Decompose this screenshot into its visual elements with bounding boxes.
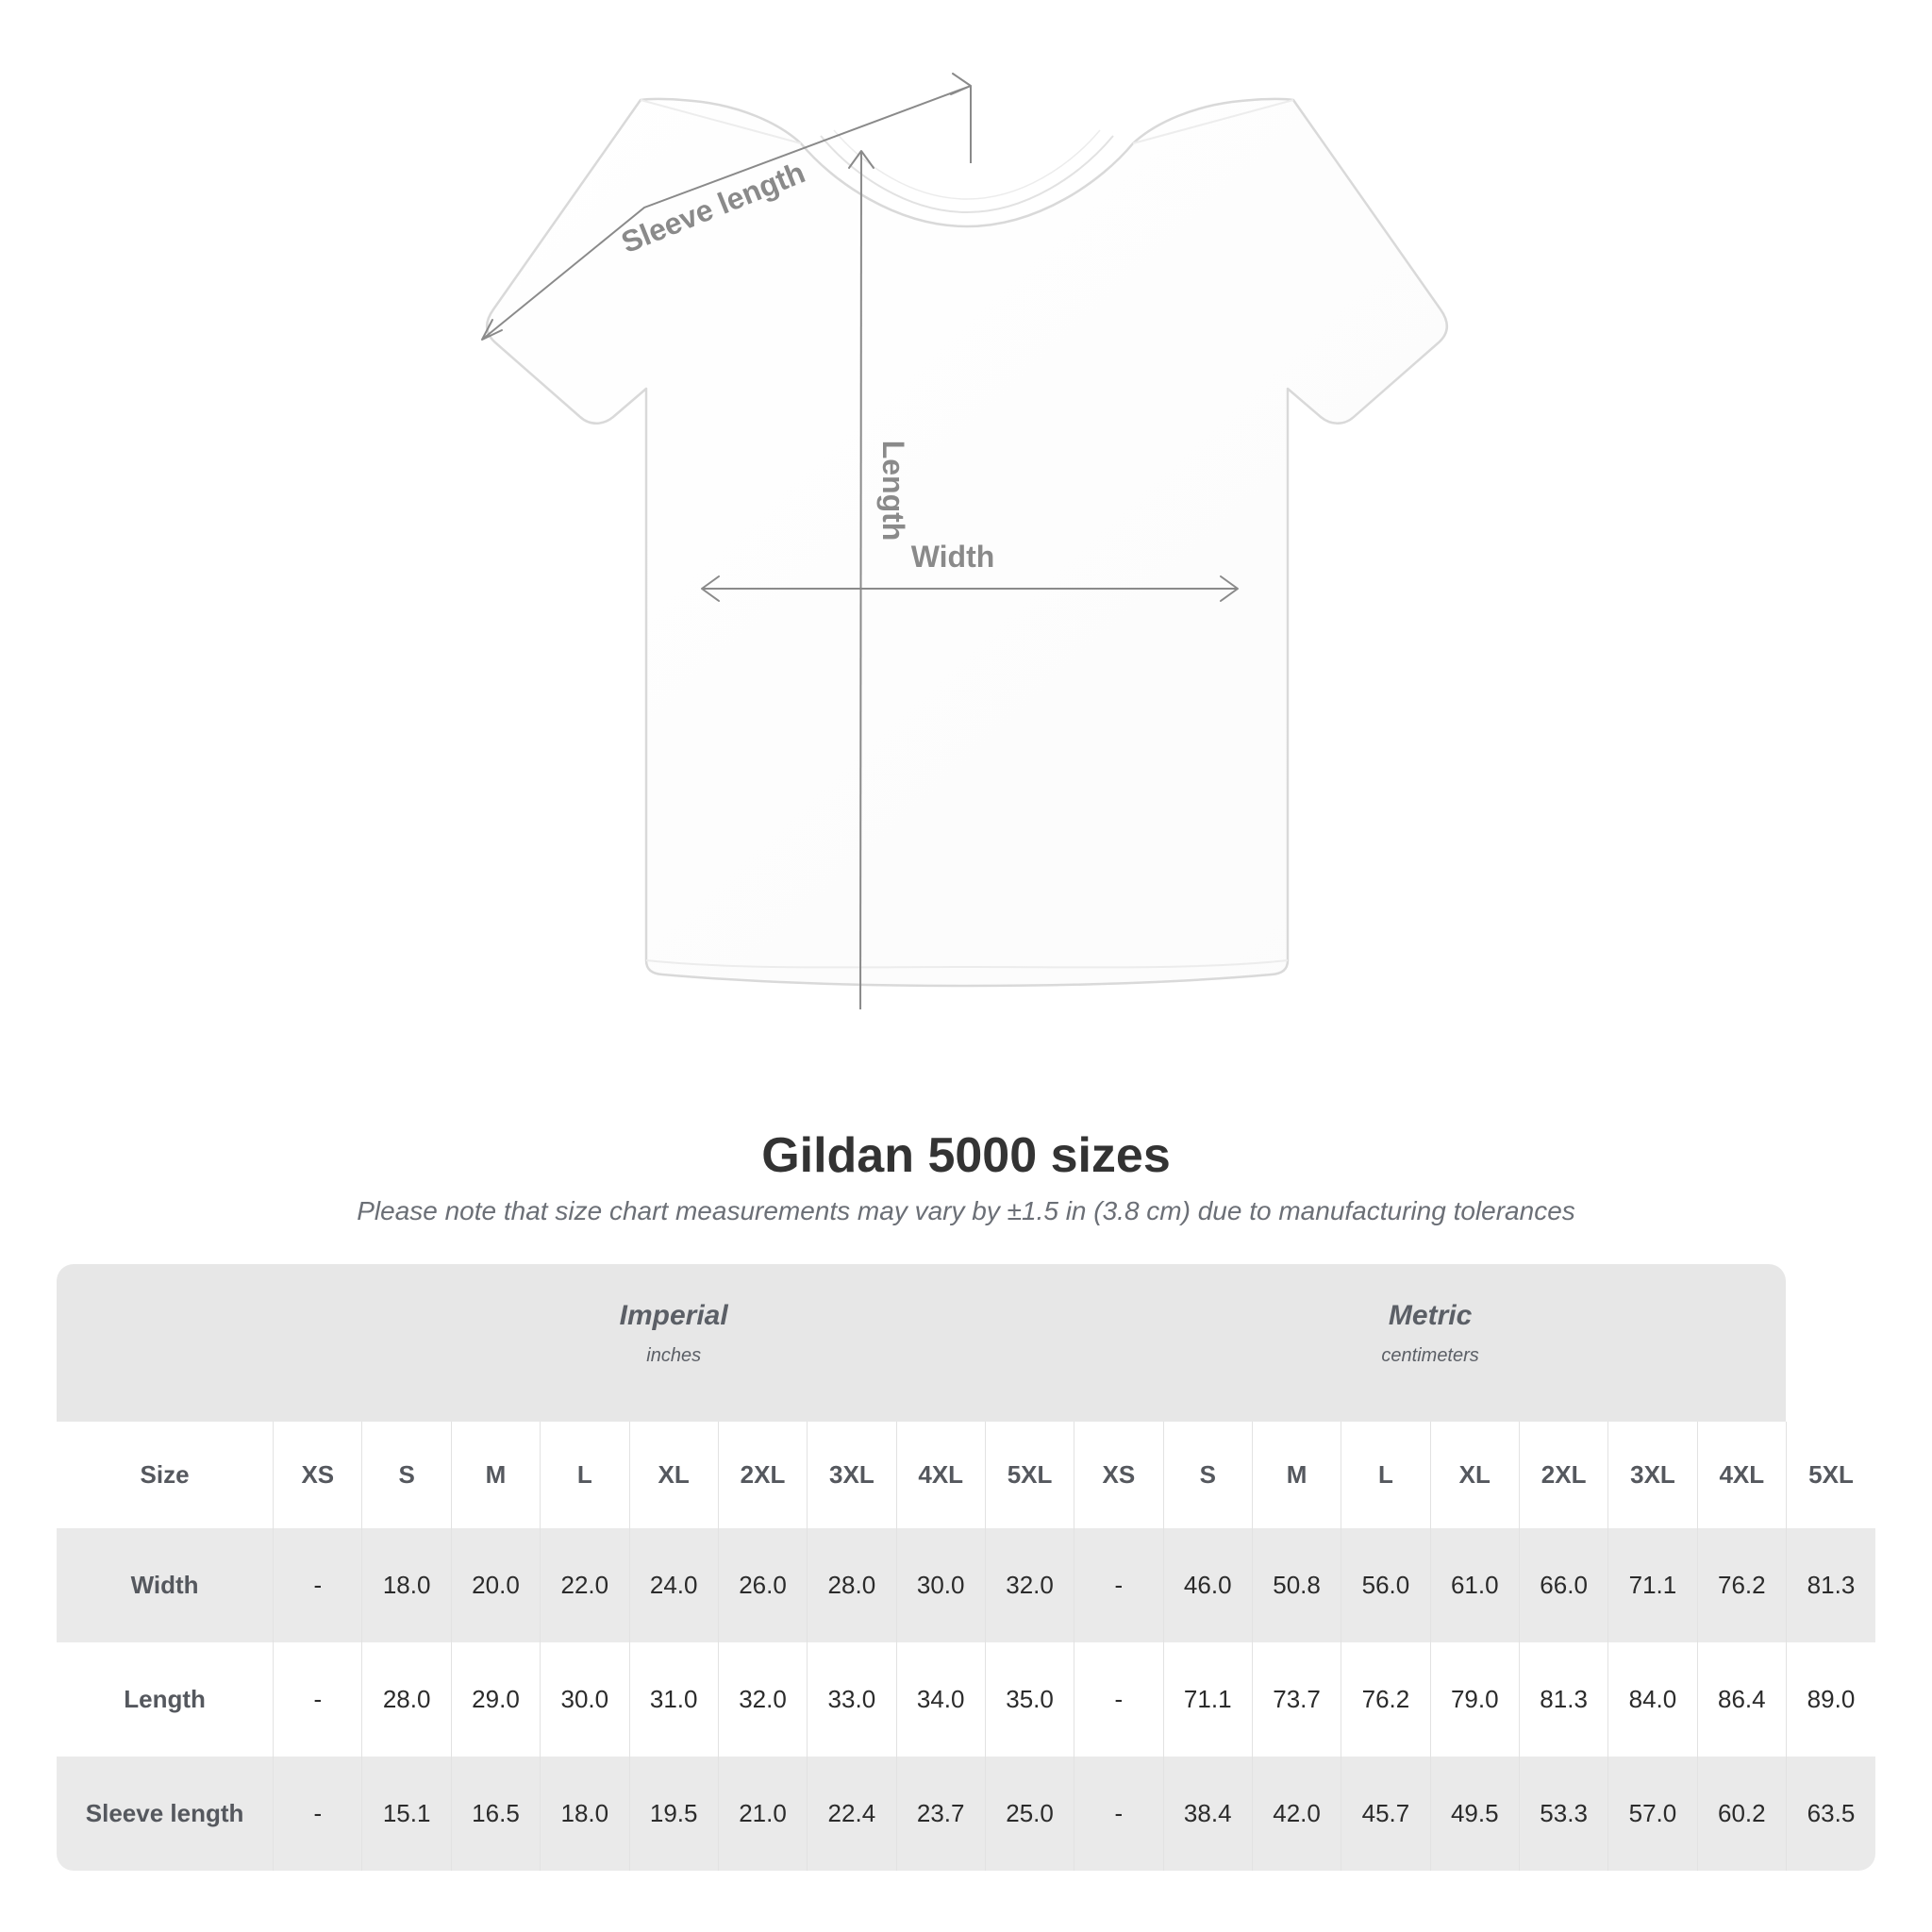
- svg-text:Length: Length: [876, 441, 910, 541]
- svg-text:Width: Width: [911, 540, 995, 574]
